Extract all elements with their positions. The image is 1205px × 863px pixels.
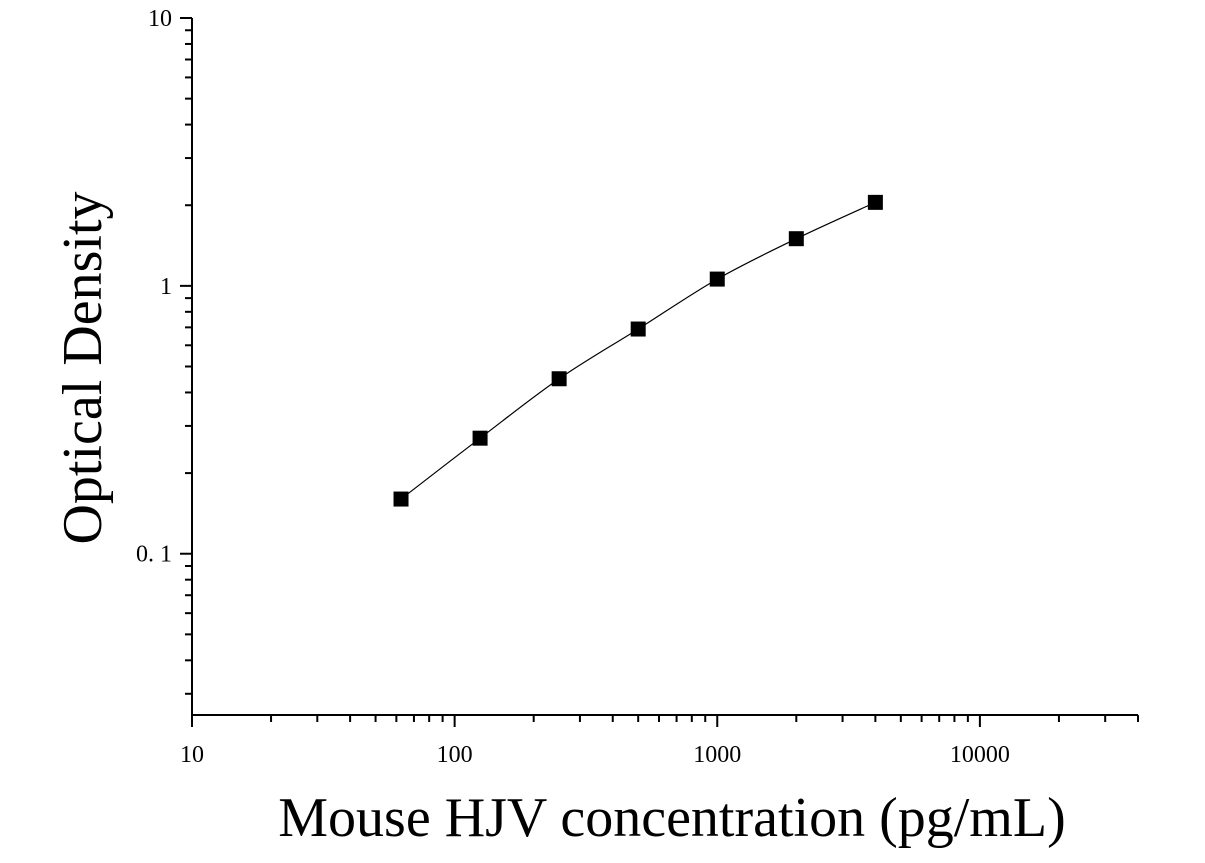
x-tick-label: 10 <box>180 742 204 768</box>
data-point <box>867 194 883 210</box>
data-point <box>472 430 488 446</box>
fit-curve <box>400 201 876 500</box>
y-tick-label: 1 <box>160 274 172 300</box>
data-point <box>709 271 725 287</box>
x-tick-label: 1000 <box>693 742 741 768</box>
y-tick-label: 0. 1 <box>136 542 172 568</box>
y-tick-label: 10 <box>148 6 172 32</box>
x-axis-title: Mouse HJV concentration (pg/mL) <box>278 787 1065 849</box>
plot-area: 10 100 1000 10000 0. 1 1 10 <box>136 6 1139 768</box>
data-point <box>551 371 567 387</box>
data-point <box>788 231 804 247</box>
x-tick-label: 100 <box>437 742 473 768</box>
y-axis-title: Optical Density <box>52 191 114 544</box>
data-point <box>393 491 409 507</box>
data-point <box>630 321 646 337</box>
x-tick-label: 10000 <box>950 742 1010 768</box>
